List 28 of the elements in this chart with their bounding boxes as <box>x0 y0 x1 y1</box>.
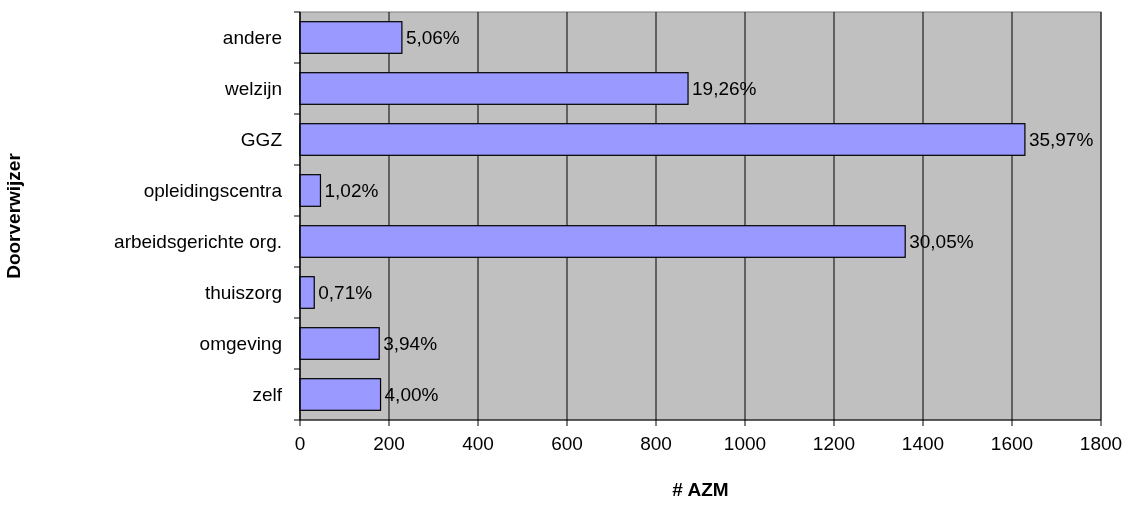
y-tick-label: andere <box>222 27 282 49</box>
annotation: 0,71% <box>318 282 373 304</box>
y-tick-label: omgeving <box>199 333 282 355</box>
annotation: 30,05% <box>909 231 974 253</box>
y-tick-label: zelf <box>252 384 283 406</box>
annotation: 3,94% <box>383 333 438 355</box>
x-tick-label: 1000 <box>723 433 767 454</box>
annotation: 4,00% <box>384 384 439 406</box>
x-tick-label: 1600 <box>990 433 1034 454</box>
y-tick-label: welzijn <box>223 78 282 100</box>
x-tick-label: 0 <box>294 433 306 454</box>
x-tick-label: 200 <box>373 433 405 454</box>
x-tick-label: 800 <box>640 433 672 454</box>
y-tick-label: GGZ <box>240 129 283 151</box>
x-axis-title: # AZM <box>672 479 729 500</box>
x-tick-label: 400 <box>462 433 494 454</box>
annotation: 1,02% <box>324 180 379 202</box>
y-tick-label: opleidingscentra <box>143 180 283 202</box>
x-tick-label: 1200 <box>812 433 856 454</box>
x-tick-label: 1400 <box>901 433 945 454</box>
annotation: 35,97% <box>1028 129 1094 151</box>
annotation: 19,26% <box>692 78 757 100</box>
y-axis-title: Doorverwijzer <box>3 152 24 279</box>
y-tick-label: arbeidsgerichte org. <box>114 231 282 253</box>
annotation: 5,06% <box>405 27 460 49</box>
x-tick-label: 600 <box>551 433 583 454</box>
x-tick-label: 1800 <box>1079 433 1123 454</box>
y-tick-label: thuiszorg <box>204 282 282 304</box>
